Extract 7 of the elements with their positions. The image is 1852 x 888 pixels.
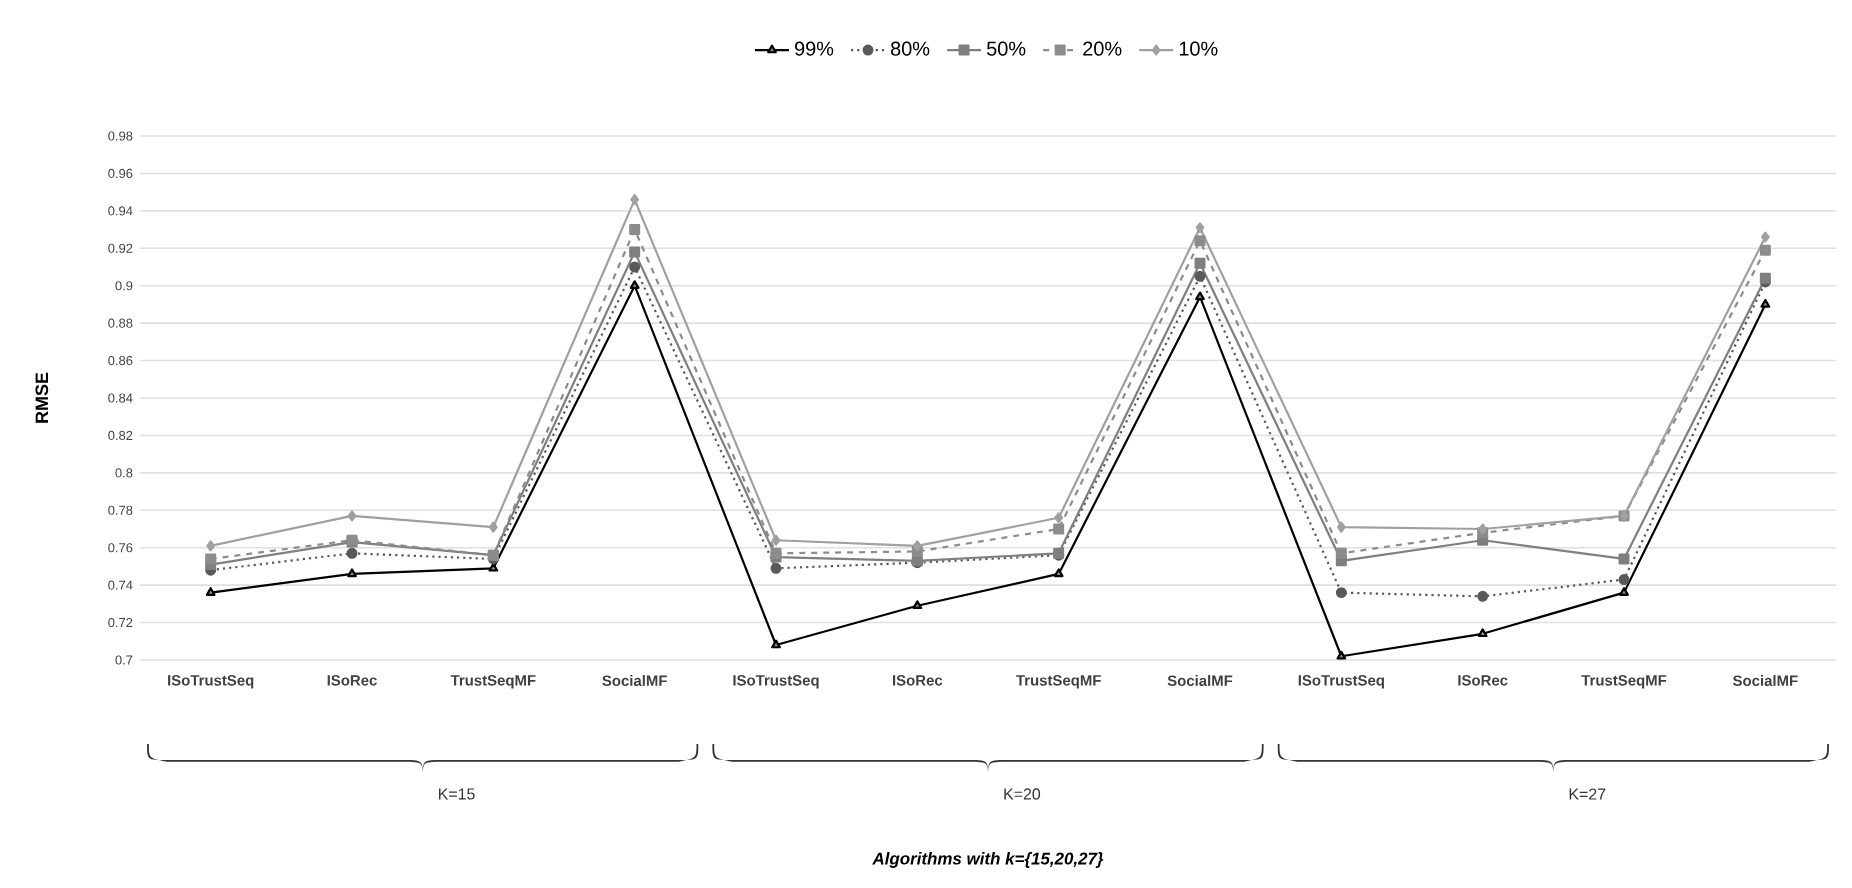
legend-label: 20% — [1083, 41, 1122, 56]
legend-label: 99% — [794, 41, 834, 56]
y-axis-title: RMSE — [35, 372, 49, 423]
legend-label: 10% — [1179, 41, 1218, 56]
legend-label: 80% — [890, 41, 930, 56]
legend-label: 50% — [986, 41, 1026, 56]
text: Algorithms with k={15,20,27} — [872, 852, 1104, 868]
